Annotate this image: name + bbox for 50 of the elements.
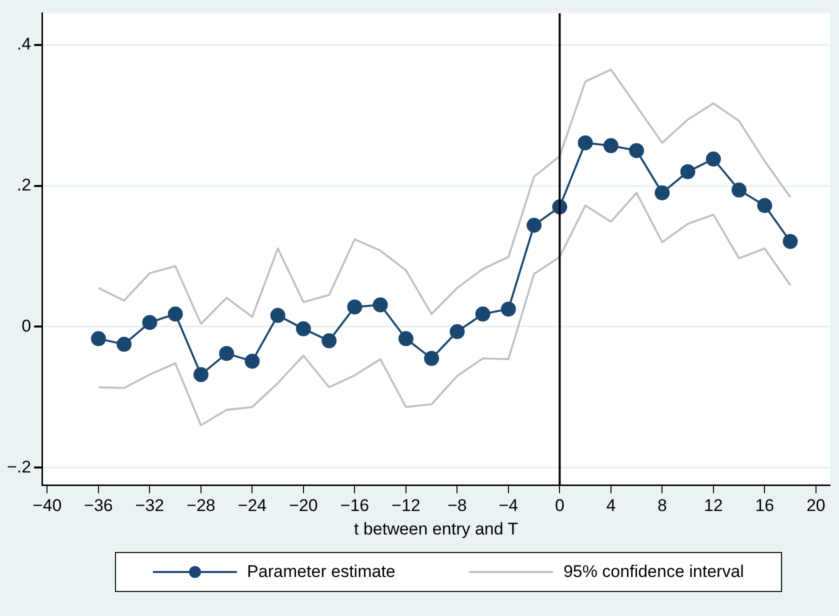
point — [782, 234, 798, 249]
y-tick-label: −.2 — [6, 457, 32, 476]
point — [654, 185, 670, 200]
point — [193, 367, 208, 382]
x-tick-label: 0 — [554, 496, 564, 516]
x-tick-label: −24 — [238, 496, 267, 516]
point — [680, 164, 696, 180]
x-tick-label: −16 — [340, 496, 370, 516]
x-tick-label: −32 — [135, 496, 164, 516]
point — [244, 354, 260, 369]
point — [219, 346, 234, 361]
point — [90, 331, 106, 346]
point — [296, 321, 311, 336]
x-tick-label: 4 — [606, 496, 616, 516]
x-tick-label: 20 — [806, 496, 826, 516]
point — [347, 299, 362, 314]
point — [603, 138, 618, 154]
x-tick-label: −28 — [186, 496, 216, 516]
point — [526, 218, 542, 233]
legend-label: 95% confidence interval — [563, 562, 744, 582]
x-tick-label: −4 — [498, 496, 518, 516]
y-tick-label: .4 — [16, 34, 32, 54]
point — [578, 135, 593, 150]
point — [168, 306, 183, 322]
point — [629, 143, 644, 158]
point — [500, 302, 516, 317]
x-tick-label: −36 — [84, 496, 113, 516]
point — [475, 306, 490, 322]
point — [372, 297, 388, 312]
point — [706, 152, 721, 167]
x-tick-label: 16 — [755, 496, 774, 516]
x-tick-label: 12 — [704, 496, 723, 516]
point — [116, 336, 132, 352]
x-tick-label: 8 — [657, 496, 667, 516]
x-tick-label: −8 — [447, 496, 467, 516]
point — [142, 314, 158, 330]
y-tick-label: .2 — [16, 175, 32, 194]
x-axis-title: t between entry and T — [354, 519, 518, 538]
point — [757, 198, 772, 214]
x-tick-label: −40 — [32, 496, 62, 516]
point — [424, 350, 440, 366]
point — [732, 182, 747, 198]
point — [322, 333, 337, 348]
y-tick-label: 0 — [22, 316, 32, 336]
x-tick-label: −12 — [392, 496, 420, 516]
point — [270, 308, 286, 323]
point — [450, 324, 465, 340]
point — [398, 331, 414, 346]
x-tick-label: −20 — [289, 496, 318, 516]
legend-label: Parameter estimate — [247, 562, 396, 582]
